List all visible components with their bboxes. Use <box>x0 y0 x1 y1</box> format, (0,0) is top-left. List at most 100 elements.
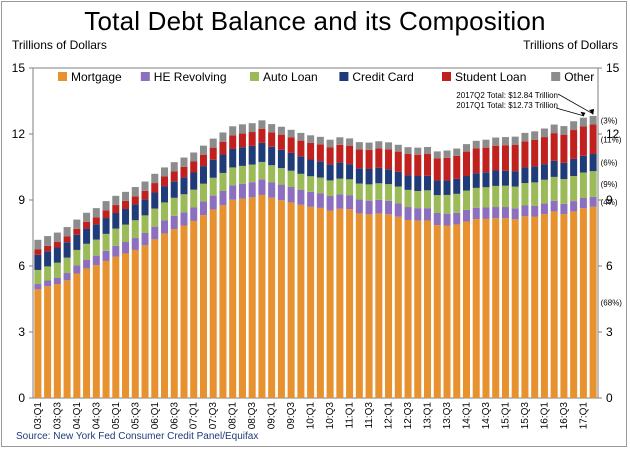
bar-credit-card <box>453 178 461 194</box>
x-tick-label: 13:Q3 <box>442 402 453 430</box>
bar-credit-card <box>472 173 480 188</box>
bar-student-loan <box>579 126 587 156</box>
bar-he-revolving <box>122 242 130 254</box>
legend-swatch <box>140 72 150 81</box>
bar-student-loan <box>443 157 451 181</box>
bar-other <box>229 126 237 136</box>
bar-student-loan <box>462 151 470 177</box>
bar-mortgage <box>161 233 169 398</box>
bar-he-revolving <box>102 250 110 261</box>
bar-student-loan <box>316 144 324 162</box>
bar-credit-card <box>258 142 266 162</box>
bar-he-revolving <box>501 207 509 219</box>
bar-other <box>589 115 597 125</box>
x-tick-label: 12:Q1 <box>384 402 395 430</box>
bar-mortgage <box>268 197 276 398</box>
bar-he-revolving <box>83 259 91 269</box>
bar-auto-loan <box>501 185 509 208</box>
bar-student-loan <box>482 147 490 173</box>
bar-student-loan <box>141 190 149 200</box>
bar-mortgage <box>346 209 354 398</box>
bar-he-revolving <box>385 200 393 215</box>
bar-mortgage <box>385 214 393 398</box>
bar-auto-loan <box>102 233 110 251</box>
bar-he-revolving <box>44 280 52 287</box>
bar-student-loan <box>248 132 256 146</box>
bar-mortgage <box>190 220 198 398</box>
bar-auto-loan <box>307 176 315 192</box>
bar-student-loan <box>424 154 432 176</box>
bar-mortgage <box>219 205 227 398</box>
bar-student-loan <box>73 228 81 235</box>
share-label: (3%) <box>601 116 618 125</box>
bar-credit-card <box>151 192 159 209</box>
bar-he-revolving <box>365 200 373 215</box>
annotation-total-q1: 2017Q1 Total: $12.73 Trillion <box>456 101 558 110</box>
bar-mortgage <box>540 214 548 398</box>
legend-swatch <box>339 72 349 81</box>
bar-other <box>355 142 363 150</box>
bar-student-loan <box>44 245 52 252</box>
plot-area <box>32 67 599 399</box>
bar-other <box>287 129 295 138</box>
y-tick-label-left: 15 <box>12 61 26 75</box>
bar-student-loan <box>511 145 519 172</box>
bar-auto-loan <box>336 178 344 195</box>
bar-student-loan <box>287 137 295 153</box>
bar-other <box>550 124 558 134</box>
bar-student-loan <box>209 147 217 160</box>
bar-credit-card <box>589 154 597 172</box>
x-tick-label: 08:Q3 <box>247 402 258 430</box>
legend-swatch <box>58 72 67 81</box>
bar-credit-card <box>336 162 344 179</box>
bar-student-loan <box>307 142 315 160</box>
bar-credit-card <box>229 148 237 168</box>
bar-auto-loan <box>453 193 461 213</box>
bar-credit-card <box>180 177 188 195</box>
bar-he-revolving <box>268 182 276 198</box>
bar-he-revolving <box>521 205 529 217</box>
bar-mortgage <box>102 260 110 398</box>
bar-auto-loan <box>540 179 548 204</box>
bar-he-revolving <box>170 215 178 230</box>
y-tick-label-left: 6 <box>18 259 25 273</box>
bar-credit-card <box>248 145 256 165</box>
x-tick-label: 16:Q3 <box>559 402 570 430</box>
bar-auto-loan <box>141 215 149 233</box>
bar-mortgage <box>141 245 149 398</box>
x-tick-label: 14:Q1 <box>461 402 472 430</box>
bar-student-loan <box>63 236 71 243</box>
bar-credit-card <box>433 180 441 196</box>
bar-student-loan <box>238 133 246 148</box>
bar-credit-card <box>238 147 246 166</box>
bar-auto-loan <box>316 177 324 194</box>
bar-student-loan <box>385 149 393 170</box>
bar-he-revolving <box>579 198 587 209</box>
bar-other <box>219 132 227 142</box>
bar-auto-loan <box>258 161 266 180</box>
bar-mortgage <box>238 198 246 398</box>
bar-mortgage <box>511 219 519 398</box>
y-tick-label-left: 12 <box>12 127 26 141</box>
bar-mortgage <box>229 199 237 398</box>
bar-mortgage <box>63 280 71 398</box>
bar-he-revolving <box>297 189 305 205</box>
bar-other <box>131 187 139 197</box>
bar-he-revolving <box>112 245 120 257</box>
bar-he-revolving <box>199 201 207 216</box>
bar-credit-card <box>102 218 110 234</box>
bar-other <box>190 152 198 162</box>
bar-mortgage <box>570 211 578 398</box>
bar-other <box>540 128 548 138</box>
bar-mortgage <box>433 225 441 398</box>
x-tick-label: 16:Q1 <box>539 402 550 430</box>
bar-auto-loan <box>365 184 373 201</box>
bar-other <box>531 131 539 140</box>
bar-student-loan <box>131 196 139 205</box>
bar-he-revolving <box>424 208 432 221</box>
share-label: (68%) <box>601 298 623 307</box>
bar-credit-card <box>297 156 305 174</box>
bar-other <box>385 142 393 150</box>
bar-he-revolving <box>570 201 578 212</box>
arrow-head <box>580 111 586 117</box>
